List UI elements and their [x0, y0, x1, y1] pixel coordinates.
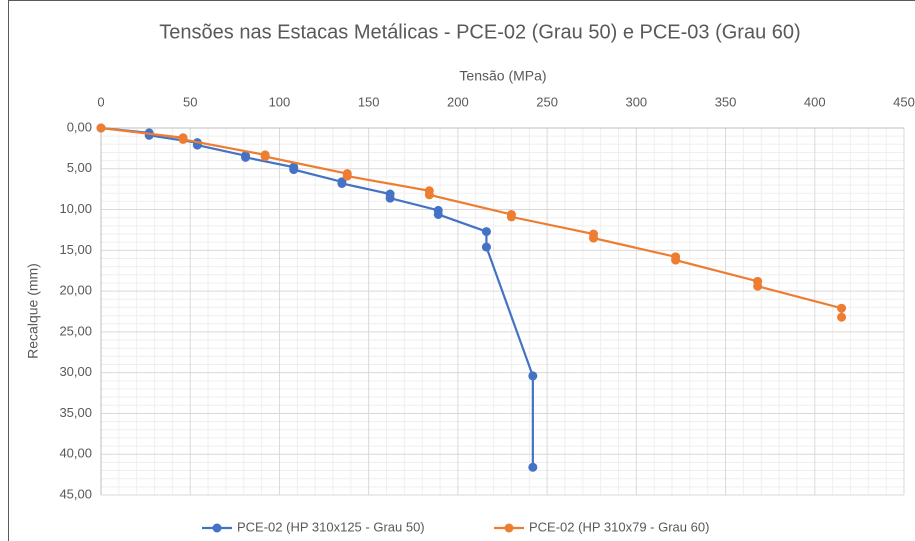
data-point — [144, 130, 154, 140]
x-tick-label: 250 — [536, 94, 558, 109]
legend-label: PCE-02 (HP 310x79 - Grau 60) — [529, 519, 709, 534]
data-point — [506, 212, 516, 222]
data-point — [528, 371, 538, 381]
x-tick-label: 300 — [625, 94, 647, 109]
x-tick-label: 350 — [715, 94, 737, 109]
y-tick-label: 20,00 — [59, 283, 92, 298]
data-point — [96, 123, 106, 133]
data-point — [481, 227, 491, 237]
x-tick-label: 0 — [97, 94, 104, 109]
x-tick-label: 200 — [447, 94, 469, 109]
data-point — [289, 165, 299, 175]
x-tick-label: 50 — [183, 94, 197, 109]
data-point — [837, 312, 847, 322]
legend-marker — [212, 523, 222, 533]
x-tick-label: 450 — [893, 94, 915, 109]
y-tick-label: 15,00 — [59, 242, 92, 257]
x-tick-label: 150 — [358, 94, 380, 109]
x-tick-label: 400 — [804, 94, 826, 109]
data-point — [837, 303, 847, 313]
y-tick-label: 40,00 — [59, 446, 92, 461]
data-point — [385, 193, 395, 203]
data-point — [241, 152, 251, 162]
y-axis-label: Recalque (mm) — [25, 263, 41, 359]
data-point — [178, 134, 188, 144]
y-tick-label: 25,00 — [59, 323, 92, 338]
y-tick-label: 35,00 — [59, 405, 92, 420]
data-point — [342, 171, 352, 181]
y-tick-label: 5,00 — [67, 160, 92, 175]
legend-label: PCE-02 (HP 310x125 - Grau 50) — [237, 519, 425, 534]
data-point — [424, 190, 434, 200]
chart-title: Tensões nas Estacas Metálicas - PCE-02 (… — [159, 21, 800, 43]
data-point — [589, 233, 599, 243]
y-tick-label: 30,00 — [59, 364, 92, 379]
data-point — [433, 209, 443, 219]
x-axis-label: Tensão (MPa) — [459, 68, 546, 84]
data-point — [528, 462, 538, 472]
data-point — [260, 152, 270, 162]
data-point — [337, 178, 347, 188]
y-tick-label: 0,00 — [67, 119, 92, 134]
y-tick-label: 10,00 — [59, 201, 92, 216]
data-point — [481, 242, 491, 252]
x-tick-label: 100 — [269, 94, 291, 109]
data-point — [671, 255, 681, 265]
chart-border — [8, 0, 915, 541]
data-point — [753, 281, 763, 291]
y-tick-label: 45,00 — [59, 486, 92, 501]
legend-marker — [504, 523, 514, 533]
